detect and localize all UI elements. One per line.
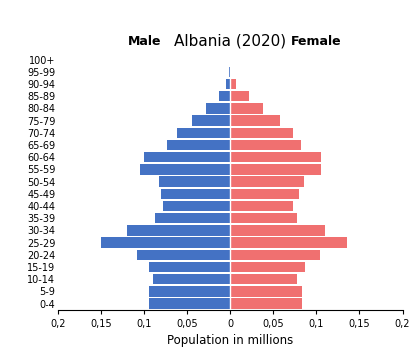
Bar [219, 91, 230, 101]
Bar [144, 152, 230, 162]
Bar [230, 79, 237, 89]
Bar [177, 127, 230, 138]
Bar [163, 201, 230, 211]
Bar [230, 127, 293, 138]
Bar [206, 103, 230, 114]
Bar [230, 274, 298, 284]
Text: Male: Male [127, 35, 161, 48]
Bar [149, 262, 230, 272]
Bar [230, 237, 347, 248]
Bar [149, 286, 230, 297]
Title: Albania (2020): Albania (2020) [174, 33, 286, 48]
Bar [140, 164, 230, 174]
Bar [230, 225, 325, 236]
Bar [230, 298, 302, 309]
Bar [230, 103, 263, 114]
Bar [192, 115, 230, 126]
Bar [168, 140, 230, 150]
Bar [230, 176, 303, 187]
X-axis label: Population in millions: Population in millions [167, 334, 293, 347]
Bar [230, 152, 321, 162]
Bar [230, 201, 293, 211]
Bar [155, 213, 230, 223]
Bar [153, 274, 230, 284]
Bar [230, 115, 280, 126]
Bar [230, 140, 301, 150]
Bar [230, 250, 320, 260]
Bar [137, 250, 230, 260]
Bar [230, 67, 231, 77]
Bar [226, 79, 230, 89]
Bar [230, 189, 299, 199]
Bar [161, 189, 230, 199]
Bar [230, 213, 298, 223]
Bar [159, 176, 230, 187]
Bar [230, 286, 302, 297]
Text: Female: Female [291, 35, 342, 48]
Bar [229, 67, 230, 77]
Bar [230, 164, 321, 174]
Bar [101, 237, 230, 248]
Bar [230, 91, 249, 101]
Bar [149, 298, 230, 309]
Bar [230, 262, 305, 272]
Bar [127, 225, 230, 236]
